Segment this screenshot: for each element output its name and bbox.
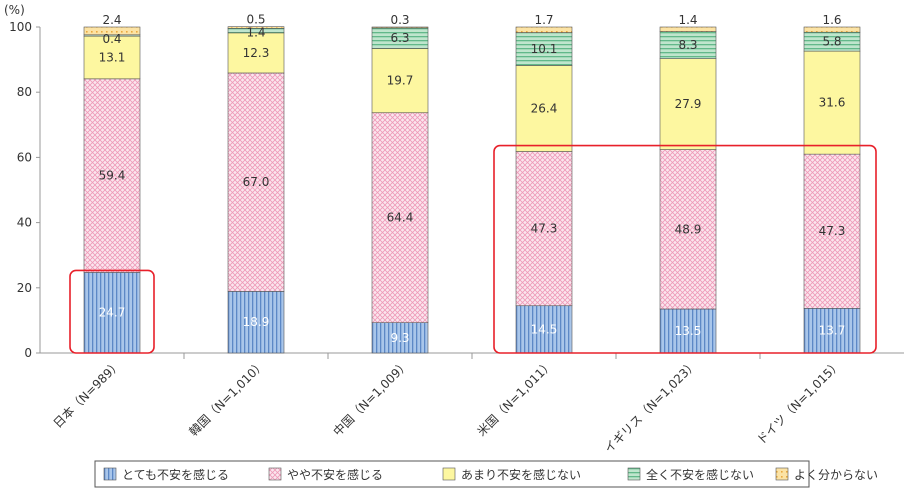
bar-segment	[371, 322, 429, 354]
legend-label: やや不安を感じる	[287, 467, 383, 482]
bar-segment	[515, 65, 573, 152]
bar-segment	[515, 305, 573, 354]
legend-label: あまり不安を感じない	[461, 467, 581, 482]
data-label: 13.1	[99, 50, 126, 64]
bar-segment	[83, 272, 141, 354]
bar-segment	[515, 26, 573, 33]
data-label: 1.4	[678, 13, 697, 27]
bar-segment	[227, 72, 285, 292]
x-tick-label: 米国（N=1,011）	[475, 357, 557, 439]
legend-swatch	[775, 467, 789, 481]
bars	[83, 26, 861, 354]
bar-segment	[227, 26, 285, 29]
data-label: 47.3	[819, 224, 846, 238]
data-label: 0.4	[102, 32, 121, 46]
data-label: 27.9	[675, 97, 702, 111]
highlight-boxes	[69, 144, 877, 354]
data-label: 24.7	[99, 306, 126, 320]
data-label: 6.3	[390, 31, 409, 45]
data-label: 47.3	[531, 222, 558, 236]
y-tick-label: 100	[9, 20, 32, 34]
bar-segment	[227, 291, 285, 354]
data-label: 31.6	[819, 96, 846, 110]
bar-segment	[371, 26, 429, 29]
axes: 0 20 40 60 80 100 日本（N=989） 韓国（N=1,010） 中国（N=1,0…	[9, 20, 904, 456]
data-label: 59.4	[99, 169, 126, 183]
data-label: 0.3	[390, 13, 409, 27]
bar-segment	[371, 48, 429, 114]
bar-segment	[83, 35, 141, 80]
bar-segment	[83, 26, 141, 36]
data-label: 1.4	[246, 25, 265, 39]
legend: とても不安を感じる やや不安を感じる あまり不安を感じない 全く不安を感じない よく分か…	[94, 460, 878, 488]
bar-segment	[659, 26, 717, 32]
bar-segment	[515, 32, 573, 66]
bar-segment	[659, 149, 717, 310]
data-label: 2.4	[102, 13, 121, 27]
bar-segment	[659, 58, 717, 150]
y-tick-label: 20	[17, 281, 32, 295]
x-tick-label: 韓国（N=1,010）	[187, 357, 269, 439]
unit-label: (%)	[4, 3, 25, 17]
data-label: 26.4	[531, 102, 558, 116]
bar-segment	[803, 308, 861, 354]
data-label: 9.3	[390, 331, 409, 345]
data-label: 67.0	[243, 175, 270, 189]
data-label: 0.5	[246, 13, 265, 27]
data-label: 13.7	[819, 324, 846, 338]
data-label: 14.5	[531, 322, 558, 336]
bar-segment	[515, 151, 573, 307]
highlight-box-western	[493, 144, 877, 354]
y-tick-label: 60	[17, 150, 32, 164]
data-labels: 24.759.413.10.42.418.967.012.31.40.59.36…	[99, 13, 846, 345]
y-tick-label: 80	[17, 85, 32, 99]
data-label: 18.9	[243, 315, 270, 329]
legend-swatch	[268, 467, 282, 481]
bar-segment	[83, 78, 141, 273]
data-label: 19.7	[387, 74, 414, 88]
data-label: 48.9	[675, 222, 702, 236]
bar-segment	[371, 112, 429, 323]
x-tick-label: 日本（N=989）	[51, 357, 124, 430]
legend-label: とても不安を感じる	[122, 467, 229, 482]
y-tick-label: 0	[24, 346, 32, 360]
bar-segment	[659, 31, 717, 59]
bar-segment	[803, 26, 861, 33]
legend-label: 全く不安を感じない	[646, 467, 754, 482]
legend-swatch	[627, 467, 641, 481]
data-label: 13.5	[675, 324, 702, 338]
data-label: 1.7	[534, 13, 553, 27]
legend-label: よく分からない	[794, 468, 878, 482]
data-label: 1.6	[822, 13, 841, 27]
bar-segment	[227, 32, 285, 74]
data-label: 5.8	[822, 35, 841, 49]
x-tick-label: 中国（N=1,009）	[330, 357, 412, 439]
data-label: 64.4	[387, 211, 414, 225]
y-tick-label: 40	[17, 216, 32, 230]
bar-segment	[659, 308, 717, 354]
bar-segment	[803, 50, 861, 155]
data-label: 10.1	[531, 42, 558, 56]
x-tick-label: ドイツ（N=1,015）	[754, 357, 844, 447]
data-label: 8.3	[678, 38, 697, 52]
legend-swatch	[442, 467, 456, 481]
x-tick-label: イギリス（N=1,023）	[602, 357, 701, 456]
data-label: 12.3	[243, 46, 270, 60]
bar-segment	[803, 153, 861, 309]
highlight-box-japan	[69, 269, 155, 354]
legend-swatch	[103, 467, 117, 481]
